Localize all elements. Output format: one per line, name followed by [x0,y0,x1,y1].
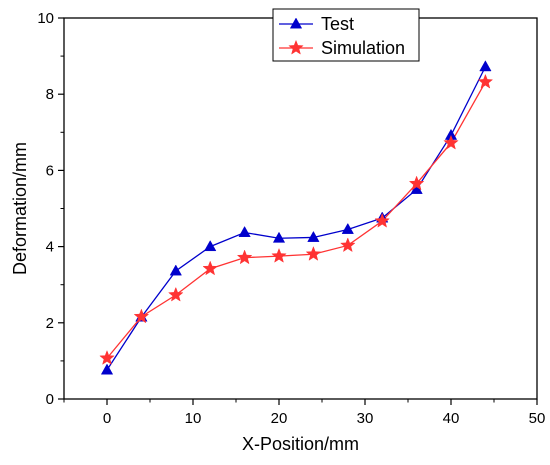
test-data-point [341,222,354,234]
simulation-data-point [477,73,494,89]
y-tick-label: 10 [37,10,54,27]
test-data-point [238,225,251,237]
legend: Test Simulation [272,8,420,62]
test-series-line [106,66,486,371]
simulation-data-point [374,212,390,228]
y-tick-label: 6 [46,162,54,179]
test-data-point [272,231,286,243]
x-tick-label: 50 [529,410,546,427]
x-tick-label: 30 [357,410,374,427]
simulation-data-point [99,350,115,365]
y-tick-label: 8 [46,86,54,103]
simulation-data-point [340,237,356,253]
simulation-data-point [236,249,253,265]
test-data-point [204,240,217,252]
test-data-point [479,60,492,72]
simulation-data-point [133,308,150,324]
y-axis-label: Deformation/mm [10,142,30,275]
legend-test-marker [289,17,303,29]
simulation-data-point [408,175,425,191]
y-tick-label: 4 [46,239,54,256]
legend-test-label: Test [321,14,354,34]
axis-ticks: 0 10 20 30 40 50 0 2 4 6 8 10 [37,10,545,427]
simulation-data-point [168,286,184,302]
x-axis-label: X-Position/mm [242,434,359,454]
simulation-data-point [202,260,218,276]
x-tick-label: 10 [185,410,202,427]
simulation-data-point [443,134,459,150]
test-data-point [307,230,320,242]
series-markers [99,60,494,375]
y-tick-label: 2 [46,315,54,332]
x-tick-label: 0 [103,410,111,427]
x-tick-label: 40 [443,410,460,427]
simulation-data-point [271,247,287,263]
y-tick-label: 0 [46,391,54,408]
plot-area-frame [63,17,538,400]
series-lines [106,66,486,371]
legend-simulation-label: Simulation [321,38,405,58]
legend-simulation-marker [288,39,304,55]
x-tick-label: 20 [271,410,288,427]
simulation-data-point [305,246,322,261]
test-data-point [169,264,182,276]
simulation-series-line [106,81,486,359]
test-data-point [100,363,114,375]
